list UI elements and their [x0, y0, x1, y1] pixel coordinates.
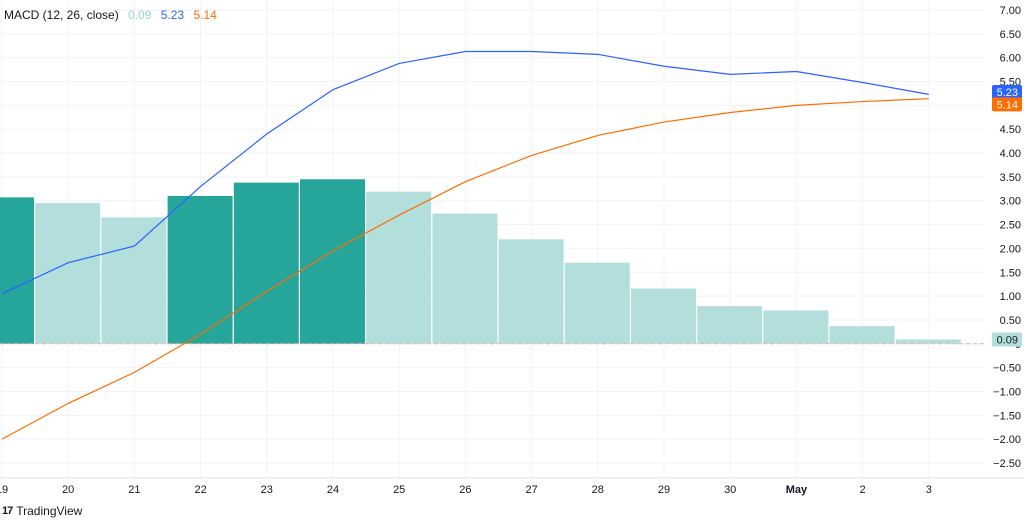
- x-tick-label: 26: [459, 484, 471, 496]
- y-tick-label: 2.00: [1000, 243, 1021, 255]
- price-tag: 0.09: [992, 332, 1022, 347]
- price-tag-label: 0.09: [997, 334, 1018, 346]
- x-tick-label: 28: [592, 484, 604, 496]
- x-tick-label: May: [786, 484, 808, 496]
- y-tick-label: −0.50: [993, 363, 1021, 375]
- price-tag-label: 5.14: [997, 99, 1018, 111]
- y-tick-label: −1.00: [993, 386, 1021, 398]
- indicator-label: MACD (12, 26, close): [4, 8, 119, 22]
- x-tick-label: 29: [658, 484, 670, 496]
- x-tick-label: 21: [128, 484, 140, 496]
- signal-line: [1, 98, 929, 440]
- x-tick-label: 30: [724, 484, 736, 496]
- histogram-bar: [763, 310, 829, 344]
- histogram-bar: [300, 179, 365, 344]
- y-tick-label: 3.00: [1000, 196, 1021, 208]
- y-tick-label: 2.50: [1000, 220, 1021, 232]
- x-tick-label: 19: [0, 484, 8, 496]
- price-tags: 5.235.14 0.09: [992, 85, 1022, 347]
- y-tick-label: 1.00: [1000, 291, 1021, 303]
- brand-name: TradingView: [16, 504, 83, 518]
- y-tick-label: −2.50: [993, 458, 1021, 470]
- price-tag-bg: [992, 85, 1022, 100]
- x-tick-label: 20: [62, 484, 74, 496]
- x-axis: 192021222324252627282930May23: [0, 484, 932, 496]
- histogram-bar: [895, 339, 961, 344]
- y-tick-label: 1.50: [1000, 267, 1021, 279]
- x-tick-label: 27: [525, 484, 537, 496]
- histogram-bar: [101, 217, 167, 344]
- y-tick-label: 4.50: [1000, 124, 1021, 136]
- price-tag-bg: [992, 97, 1022, 112]
- histogram-bars: [0, 179, 961, 344]
- histogram-bar: [631, 288, 696, 344]
- y-tick-label: 0.50: [1000, 315, 1021, 327]
- histogram-bar: [829, 326, 895, 344]
- indicator-legend: MACD (12, 26, close) 0.09 5.23 5.14: [4, 8, 223, 22]
- histogram-bar: [564, 262, 630, 344]
- y-axis: 7.006.506.005.505.004.504.003.503.002.50…: [993, 5, 1021, 470]
- x-tick-label: 2: [860, 484, 866, 496]
- y-tick-label: −2.00: [993, 434, 1021, 446]
- x-tick-label: 23: [261, 484, 273, 496]
- price-tag-bg: [992, 332, 1022, 347]
- macd-line: [1, 50, 929, 295]
- y-tick-label: 6.50: [1000, 29, 1021, 41]
- x-tick-label: 22: [194, 484, 206, 496]
- y-tick-label: 4.00: [1000, 148, 1021, 160]
- tradingview-logo-icon: 17: [2, 505, 13, 517]
- x-tick-label: 24: [327, 484, 339, 496]
- y-tick-label: 6.00: [1000, 53, 1021, 65]
- signal-value: 5.14: [193, 8, 217, 22]
- price-tag: 5.14: [992, 97, 1022, 112]
- histogram-bar: [498, 239, 564, 344]
- histogram-bar: [233, 182, 299, 344]
- y-tick-label: −1.50: [993, 410, 1021, 422]
- histogram-bar: [0, 197, 34, 344]
- y-tick-label: 7.00: [1000, 5, 1021, 17]
- price-tag: 5.23: [992, 85, 1022, 100]
- histogram-bar: [167, 195, 233, 344]
- x-tick-label: 25: [393, 484, 405, 496]
- price-tag-label: 5.23: [997, 87, 1018, 99]
- y-tick-label: 3.50: [1000, 172, 1021, 184]
- histogram-bar: [432, 213, 498, 344]
- histogram-bar: [697, 306, 763, 344]
- x-tick-label: 3: [926, 484, 932, 496]
- histogram-value: 0.09: [128, 8, 152, 22]
- macd-value: 5.23: [160, 8, 185, 22]
- brand-watermark: 17 TradingView: [2, 504, 82, 518]
- histogram-bar: [366, 191, 432, 344]
